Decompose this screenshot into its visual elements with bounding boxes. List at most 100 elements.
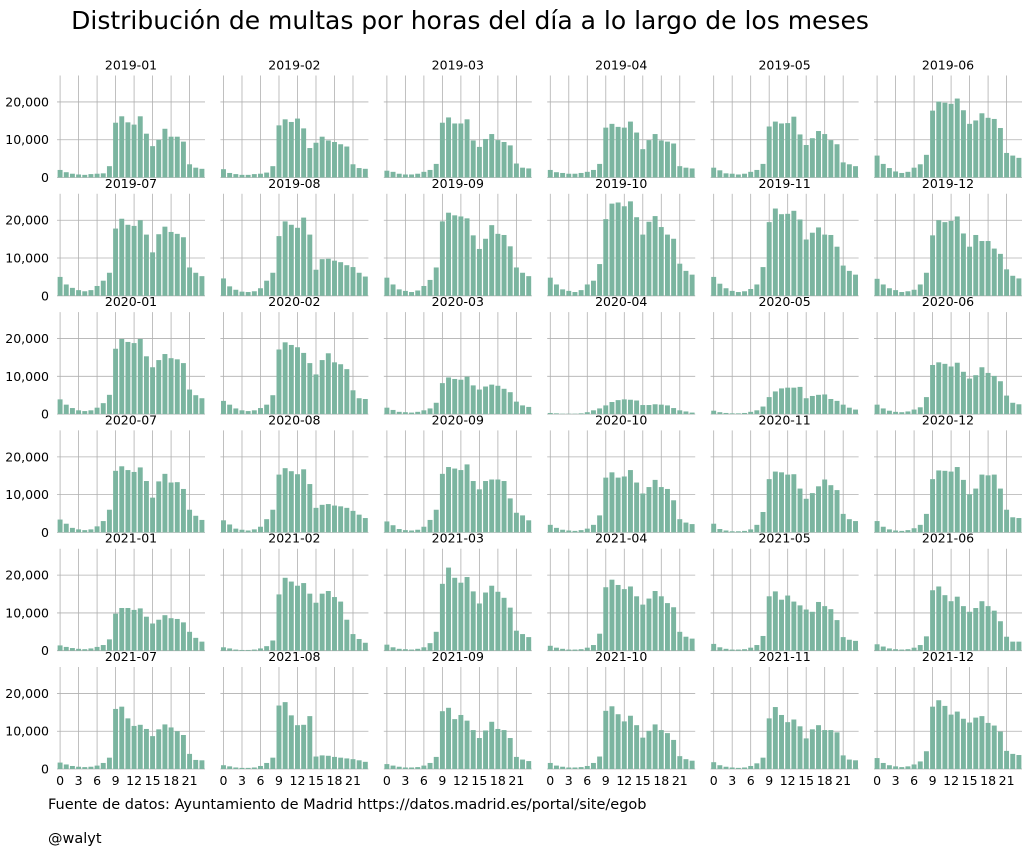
bar xyxy=(276,705,282,769)
y-tick-label: 10,000 xyxy=(5,369,49,384)
bar xyxy=(307,148,313,178)
bar xyxy=(88,648,94,651)
bar xyxy=(100,173,106,178)
bar xyxy=(911,409,917,415)
bar xyxy=(960,110,966,178)
bar xyxy=(634,400,640,415)
bar xyxy=(689,760,695,769)
bar xyxy=(168,358,174,415)
bar xyxy=(100,403,106,415)
bar xyxy=(325,755,331,769)
bar xyxy=(193,272,199,296)
bar xyxy=(390,647,396,651)
bar xyxy=(476,389,482,415)
bar xyxy=(307,234,313,296)
bar xyxy=(967,378,973,415)
bar xyxy=(233,289,239,296)
bar xyxy=(295,585,300,651)
bar xyxy=(520,272,526,296)
bar xyxy=(671,739,677,769)
bar xyxy=(88,410,94,415)
bar xyxy=(834,620,840,651)
bar xyxy=(936,362,942,415)
bar xyxy=(553,172,559,178)
bar xyxy=(227,404,233,415)
bar xyxy=(239,174,245,178)
bar xyxy=(409,292,415,296)
panel-2020-07: 2020-07 0 10,000 20,000 xyxy=(5,412,205,540)
panel-title: 2020-12 xyxy=(922,412,974,427)
bar xyxy=(313,142,319,178)
bar xyxy=(742,767,747,769)
bar xyxy=(295,118,300,178)
bar xyxy=(193,515,199,533)
x-tick-label: 6 xyxy=(420,773,428,788)
bar xyxy=(948,103,954,178)
bar xyxy=(1010,641,1016,651)
bar xyxy=(131,343,137,415)
bar xyxy=(991,610,997,651)
bar xyxy=(603,405,609,415)
bar xyxy=(683,167,689,178)
bar xyxy=(150,252,156,296)
bar xyxy=(547,412,553,415)
bar xyxy=(711,167,717,178)
bar xyxy=(433,163,439,178)
bar xyxy=(646,405,652,415)
bar xyxy=(251,410,257,415)
bar xyxy=(772,391,778,415)
bar xyxy=(664,488,670,533)
bar xyxy=(319,755,325,769)
bar xyxy=(646,487,652,533)
bar xyxy=(180,488,186,533)
bar xyxy=(603,710,609,769)
bar xyxy=(1010,275,1016,296)
bar xyxy=(464,376,470,415)
bar xyxy=(717,412,723,415)
x-tick-label: 15 xyxy=(308,773,324,788)
bar xyxy=(973,608,979,651)
panel-2021-05: 2021-05 xyxy=(710,531,859,652)
panel-2021-10: 2021-10 0 3 6 9 12 15 18 21 xyxy=(546,649,696,788)
bar xyxy=(390,409,396,415)
bar xyxy=(742,291,747,296)
x-tick-label: 6 xyxy=(910,773,918,788)
bar xyxy=(735,174,741,178)
panel-title: 2020-02 xyxy=(268,294,320,309)
bar xyxy=(88,529,94,533)
bar xyxy=(131,725,137,769)
bar xyxy=(658,404,664,415)
bar xyxy=(640,493,646,533)
bar xyxy=(893,411,899,415)
bar xyxy=(415,648,421,651)
bar xyxy=(520,759,526,769)
bar xyxy=(137,724,143,769)
bar xyxy=(748,289,754,296)
bar xyxy=(729,290,735,296)
bar xyxy=(936,586,942,651)
bar xyxy=(893,766,899,769)
bar xyxy=(948,601,954,651)
bar xyxy=(754,410,760,415)
bar xyxy=(874,644,880,651)
bar xyxy=(874,278,880,296)
bar xyxy=(748,647,754,651)
bar xyxy=(495,233,501,296)
bar xyxy=(828,730,834,769)
bar xyxy=(584,412,590,415)
bar xyxy=(615,584,621,651)
bar xyxy=(180,735,186,769)
bar xyxy=(809,611,815,651)
bar xyxy=(985,372,991,415)
bar xyxy=(729,767,735,769)
bar xyxy=(985,475,991,533)
bar xyxy=(187,164,193,178)
bar xyxy=(547,277,553,296)
bar xyxy=(520,515,526,533)
bar xyxy=(513,630,519,651)
bar xyxy=(803,609,809,651)
bar xyxy=(338,364,344,415)
bar xyxy=(350,390,356,415)
bar xyxy=(415,529,421,533)
panel-2019-06: 2019-06 xyxy=(874,58,1022,178)
